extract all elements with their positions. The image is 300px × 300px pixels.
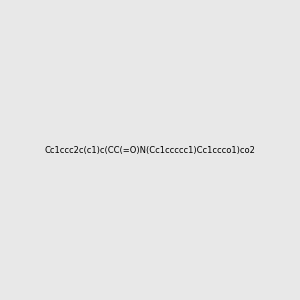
Text: Cc1ccc2c(c1)c(CC(=O)N(Cc1ccccc1)Cc1ccco1)co2: Cc1ccc2c(c1)c(CC(=O)N(Cc1ccccc1)Cc1ccco1… [45, 146, 255, 154]
